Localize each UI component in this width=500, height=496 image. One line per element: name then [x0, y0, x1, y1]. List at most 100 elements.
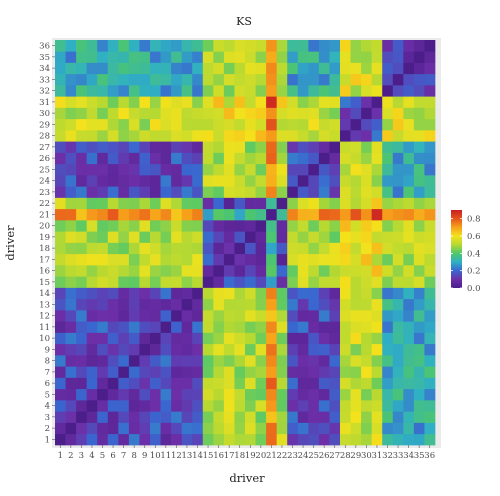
heatmap-cell [97, 107, 109, 120]
heatmap-cell [76, 400, 88, 412]
heatmap-cell [245, 388, 256, 401]
heatmap-cell [128, 433, 140, 446]
heatmap-cell [392, 343, 404, 356]
heatmap-cell [139, 287, 151, 300]
heatmap-cell [308, 355, 320, 367]
heatmap-cell [340, 343, 351, 356]
heatmap-cell [266, 118, 278, 131]
heatmap-cell [371, 400, 383, 412]
heatmap-cell [287, 310, 299, 322]
heatmap-cell [266, 175, 278, 187]
heatmap-cell [382, 253, 394, 266]
heatmap-cell [329, 310, 341, 322]
heatmap-cell [76, 242, 88, 255]
heatmap-cell [403, 130, 415, 142]
heatmap-cell [266, 197, 278, 210]
heatmap-cell [318, 175, 330, 187]
heatmap-cell [65, 400, 77, 412]
heatmap-cell [276, 400, 288, 412]
heatmap-cell [202, 220, 214, 232]
heatmap-cell [107, 141, 119, 153]
y-axis-label: driver [3, 225, 17, 261]
heatmap-cell [361, 298, 373, 311]
y-tick-label: 33 [39, 75, 50, 85]
heatmap-cell [308, 411, 320, 423]
heatmap-cell [171, 96, 183, 108]
heatmap-cell [350, 310, 362, 322]
heatmap-cell [392, 175, 404, 187]
heatmap-cell [160, 197, 172, 210]
heatmap-cell [392, 73, 404, 86]
heatmap-cell [223, 118, 235, 131]
heatmap-cell [150, 355, 161, 367]
heatmap-cell [297, 287, 309, 300]
heatmap-cell [403, 343, 415, 356]
heatmap-cell [118, 62, 130, 75]
heatmap-cell [318, 343, 330, 356]
heatmap-cell [160, 433, 172, 446]
heatmap-cell [329, 298, 341, 311]
heatmap-cell [223, 242, 235, 255]
heatmap-cell [276, 321, 288, 333]
heatmap-cell [150, 73, 161, 86]
heatmap-cell [234, 242, 246, 255]
heatmap-cell [361, 62, 373, 75]
heatmap-cell [128, 141, 140, 153]
heatmap-cell [318, 321, 330, 333]
heatmap-cell [234, 253, 246, 266]
heatmap-cell [86, 433, 98, 446]
heatmap-cell [160, 310, 172, 322]
heatmap-cell [340, 242, 351, 255]
heatmap-cell [255, 208, 267, 221]
heatmap-cell [107, 388, 119, 401]
y-tick-label: 14 [39, 289, 50, 299]
heatmap-cell [107, 343, 119, 356]
heatmap-cell [266, 51, 278, 63]
heatmap-cell [192, 107, 204, 120]
heatmap-cell [86, 220, 98, 232]
heatmap-cell [202, 332, 214, 345]
heatmap-cell [192, 118, 204, 131]
heatmap-cell [392, 231, 404, 243]
heatmap-cell [382, 40, 394, 52]
heatmap-cell [392, 321, 404, 333]
heatmap-cell [340, 265, 351, 277]
heatmap-cell [245, 73, 256, 86]
heatmap-cell [181, 287, 193, 300]
heatmap-cell [266, 40, 278, 52]
heatmap-cell [382, 163, 394, 176]
heatmap-cell [107, 287, 119, 300]
heatmap-cell [192, 197, 204, 210]
heatmap-cell [361, 197, 373, 210]
heatmap-cell [97, 321, 109, 333]
heatmap-cell [65, 186, 77, 198]
heatmap-cell [350, 265, 362, 277]
heatmap-cell [329, 85, 341, 97]
heatmap-cell [76, 433, 88, 446]
heatmap-cell [86, 332, 98, 345]
heatmap-cell [287, 186, 299, 198]
heatmap-cell [276, 231, 288, 243]
heatmap-cell [86, 85, 98, 97]
heatmap-cell [424, 96, 436, 108]
heatmap-cell [139, 298, 151, 311]
heatmap-cell [171, 163, 183, 176]
heatmap-cell [139, 433, 151, 446]
heatmap-cell [139, 231, 151, 243]
heatmap-cell [424, 163, 436, 176]
heatmap-cell [76, 73, 88, 86]
heatmap-cell [424, 208, 436, 221]
heatmap-cell [255, 242, 267, 255]
heatmap-cell [65, 118, 77, 131]
heatmap-cell [340, 118, 351, 131]
heatmap-cell [413, 332, 425, 345]
heatmap-cell [413, 220, 425, 232]
heatmap-cell [160, 253, 172, 266]
heatmap-cell [318, 197, 330, 210]
heatmap-cell [287, 130, 299, 142]
heatmap-cell [223, 400, 235, 412]
x-tick-label: 35 [414, 451, 425, 461]
heatmap-cell [308, 107, 320, 120]
heatmap-cell [192, 186, 204, 198]
heatmap-cell [297, 422, 309, 435]
